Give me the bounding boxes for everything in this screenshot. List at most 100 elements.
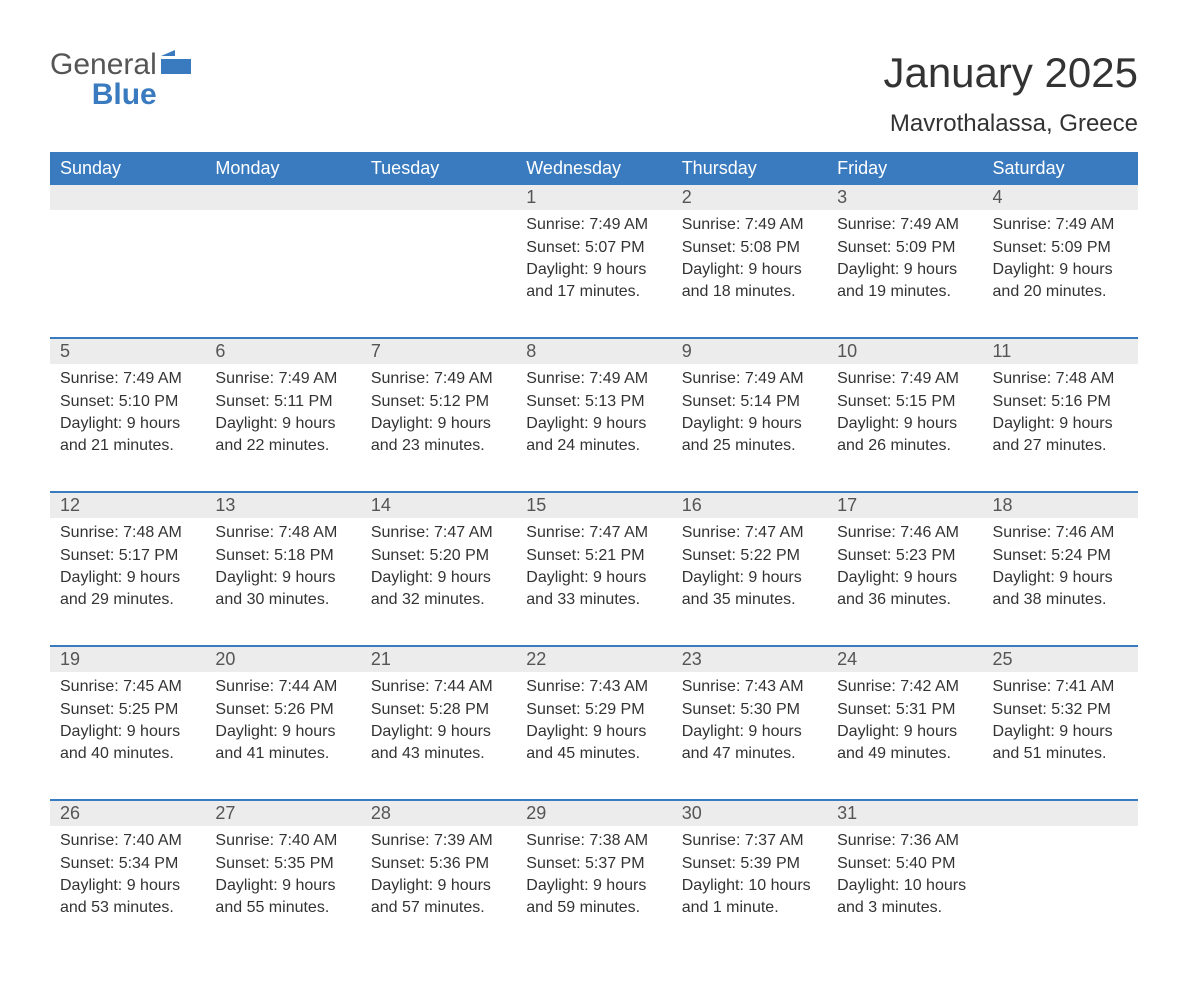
day-cell <box>983 826 1138 954</box>
sunrise-line: Sunrise: 7:44 AM <box>371 676 506 698</box>
day-cell-body: Sunrise: 7:49 AMSunset: 5:09 PMDaylight:… <box>983 210 1138 316</box>
title-block: January 2025 Mavrothalassa, Greece <box>883 50 1138 138</box>
day-cell: Sunrise: 7:46 AMSunset: 5:23 PMDaylight:… <box>827 518 982 646</box>
day-number: 29 <box>516 801 671 826</box>
day-number-cell: 10 <box>827 339 982 364</box>
day-number-cell: 25 <box>983 647 1138 672</box>
sunset-line: Sunset: 5:37 PM <box>526 853 661 875</box>
calendar-body: 1234Sunrise: 7:49 AMSunset: 5:07 PMDayli… <box>50 185 1138 954</box>
day-number-cell: 2 <box>672 185 827 210</box>
daylight-line: Daylight: 9 hours and 55 minutes. <box>215 875 350 920</box>
sunrise-line: Sunrise: 7:49 AM <box>682 368 817 390</box>
day-cell-body: Sunrise: 7:49 AMSunset: 5:09 PMDaylight:… <box>827 210 982 316</box>
sunset-line: Sunset: 5:34 PM <box>60 853 195 875</box>
daylight-line: Daylight: 9 hours and 19 minutes. <box>837 259 972 304</box>
brand-word-1: General <box>50 48 157 81</box>
day-cell: Sunrise: 7:44 AMSunset: 5:28 PMDaylight:… <box>361 672 516 800</box>
day-number: 28 <box>361 801 516 826</box>
daylight-line: Daylight: 9 hours and 47 minutes. <box>682 721 817 766</box>
daylight-line: Daylight: 9 hours and 20 minutes. <box>993 259 1128 304</box>
day-header: Monday <box>205 152 360 185</box>
day-cell: Sunrise: 7:49 AMSunset: 5:15 PMDaylight:… <box>827 364 982 492</box>
sunrise-line: Sunrise: 7:46 AM <box>837 522 972 544</box>
day-number-cell <box>361 185 516 210</box>
sunset-line: Sunset: 5:21 PM <box>526 545 661 567</box>
day-number-cell: 28 <box>361 801 516 826</box>
day-number-cell: 23 <box>672 647 827 672</box>
day-number-cell: 16 <box>672 493 827 518</box>
sunset-line: Sunset: 5:07 PM <box>526 237 661 259</box>
daylight-line: Daylight: 9 hours and 29 minutes. <box>60 567 195 612</box>
daylight-line: Daylight: 9 hours and 30 minutes. <box>215 567 350 612</box>
daylight-line: Daylight: 9 hours and 26 minutes. <box>837 413 972 458</box>
day-number-cell: 1 <box>516 185 671 210</box>
day-number-cell: 7 <box>361 339 516 364</box>
day-number-cell: 6 <box>205 339 360 364</box>
calendar-page: General Blue January 2025 Mavrothalassa,… <box>0 0 1188 994</box>
day-header: Friday <box>827 152 982 185</box>
brand-logo-text: General Blue <box>50 50 157 110</box>
sunset-line: Sunset: 5:26 PM <box>215 699 350 721</box>
sunset-line: Sunset: 5:20 PM <box>371 545 506 567</box>
day-cell: Sunrise: 7:41 AMSunset: 5:32 PMDaylight:… <box>983 672 1138 800</box>
sunrise-line: Sunrise: 7:38 AM <box>526 830 661 852</box>
daylight-line: Daylight: 9 hours and 57 minutes. <box>371 875 506 920</box>
day-number-cell: 18 <box>983 493 1138 518</box>
day-number-cell: 30 <box>672 801 827 826</box>
day-number: 9 <box>672 339 827 364</box>
day-number-row: 19202122232425 <box>50 647 1138 672</box>
daylight-line: Daylight: 9 hours and 25 minutes. <box>682 413 817 458</box>
daylight-line: Daylight: 9 hours and 33 minutes. <box>526 567 661 612</box>
sunset-line: Sunset: 5:23 PM <box>837 545 972 567</box>
sunrise-line: Sunrise: 7:49 AM <box>60 368 195 390</box>
week-row: Sunrise: 7:49 AMSunset: 5:10 PMDaylight:… <box>50 364 1138 492</box>
day-number: 5 <box>50 339 205 364</box>
day-cell: Sunrise: 7:49 AMSunset: 5:08 PMDaylight:… <box>672 210 827 338</box>
sunrise-line: Sunrise: 7:40 AM <box>215 830 350 852</box>
day-cell: Sunrise: 7:48 AMSunset: 5:17 PMDaylight:… <box>50 518 205 646</box>
day-number: 20 <box>205 647 360 672</box>
day-cell-body: Sunrise: 7:41 AMSunset: 5:32 PMDaylight:… <box>983 672 1138 778</box>
day-cell: Sunrise: 7:47 AMSunset: 5:20 PMDaylight:… <box>361 518 516 646</box>
sunrise-line: Sunrise: 7:49 AM <box>371 368 506 390</box>
day-number-row: 567891011 <box>50 339 1138 364</box>
day-cell: Sunrise: 7:49 AMSunset: 5:07 PMDaylight:… <box>516 210 671 338</box>
day-cell-body: Sunrise: 7:37 AMSunset: 5:39 PMDaylight:… <box>672 826 827 932</box>
day-number-row: 1234 <box>50 185 1138 210</box>
day-cell-body: Sunrise: 7:40 AMSunset: 5:35 PMDaylight:… <box>205 826 360 932</box>
day-number-cell: 13 <box>205 493 360 518</box>
week-row: Sunrise: 7:49 AMSunset: 5:07 PMDaylight:… <box>50 210 1138 338</box>
day-cell: Sunrise: 7:39 AMSunset: 5:36 PMDaylight:… <box>361 826 516 954</box>
day-cell-body: Sunrise: 7:43 AMSunset: 5:30 PMDaylight:… <box>672 672 827 778</box>
day-cell-body: Sunrise: 7:48 AMSunset: 5:16 PMDaylight:… <box>983 364 1138 470</box>
day-number-cell: 15 <box>516 493 671 518</box>
day-cell: Sunrise: 7:37 AMSunset: 5:39 PMDaylight:… <box>672 826 827 954</box>
day-cell: Sunrise: 7:40 AMSunset: 5:34 PMDaylight:… <box>50 826 205 954</box>
day-header: Tuesday <box>361 152 516 185</box>
day-cell-body: Sunrise: 7:49 AMSunset: 5:13 PMDaylight:… <box>516 364 671 470</box>
day-number: 14 <box>361 493 516 518</box>
day-cell: Sunrise: 7:49 AMSunset: 5:14 PMDaylight:… <box>672 364 827 492</box>
sunset-line: Sunset: 5:15 PM <box>837 391 972 413</box>
sunset-line: Sunset: 5:24 PM <box>993 545 1128 567</box>
sunrise-line: Sunrise: 7:41 AM <box>993 676 1128 698</box>
day-number: 21 <box>361 647 516 672</box>
week-row: Sunrise: 7:40 AM Sunset: 5:34 PM Daylight:… <box>50 826 1138 954</box>
sunset-line: Sunset: 5:31 PM <box>837 699 972 721</box>
day-number: 17 <box>827 493 982 518</box>
day-cell-body: Sunrise: 7:49 AMSunset: 5:08 PMDaylight:… <box>672 210 827 316</box>
day-number: 4 <box>983 185 1138 210</box>
sunset-line: Sunset: 5:16 PM <box>993 391 1128 413</box>
day-number-cell: 20 <box>205 647 360 672</box>
day-cell-body: Sunrise: 7:43 AMSunset: 5:29 PMDaylight:… <box>516 672 671 778</box>
day-number: 27 <box>205 801 360 826</box>
day-number-cell: 5 <box>50 339 205 364</box>
day-cell-body: Sunrise: 7:44 AMSunset: 5:28 PMDaylight:… <box>361 672 516 778</box>
day-number: 11 <box>983 339 1138 364</box>
sunset-line: Sunset: 5:35 PM <box>215 853 350 875</box>
page-title: January 2025 <box>883 50 1138 96</box>
flag-icon <box>161 50 195 74</box>
day-cell: Sunrise: 7:44 AMSunset: 5:26 PMDaylight:… <box>205 672 360 800</box>
day-number-cell <box>50 185 205 210</box>
daylight-line: Daylight: 9 hours and 32 minutes. <box>371 567 506 612</box>
